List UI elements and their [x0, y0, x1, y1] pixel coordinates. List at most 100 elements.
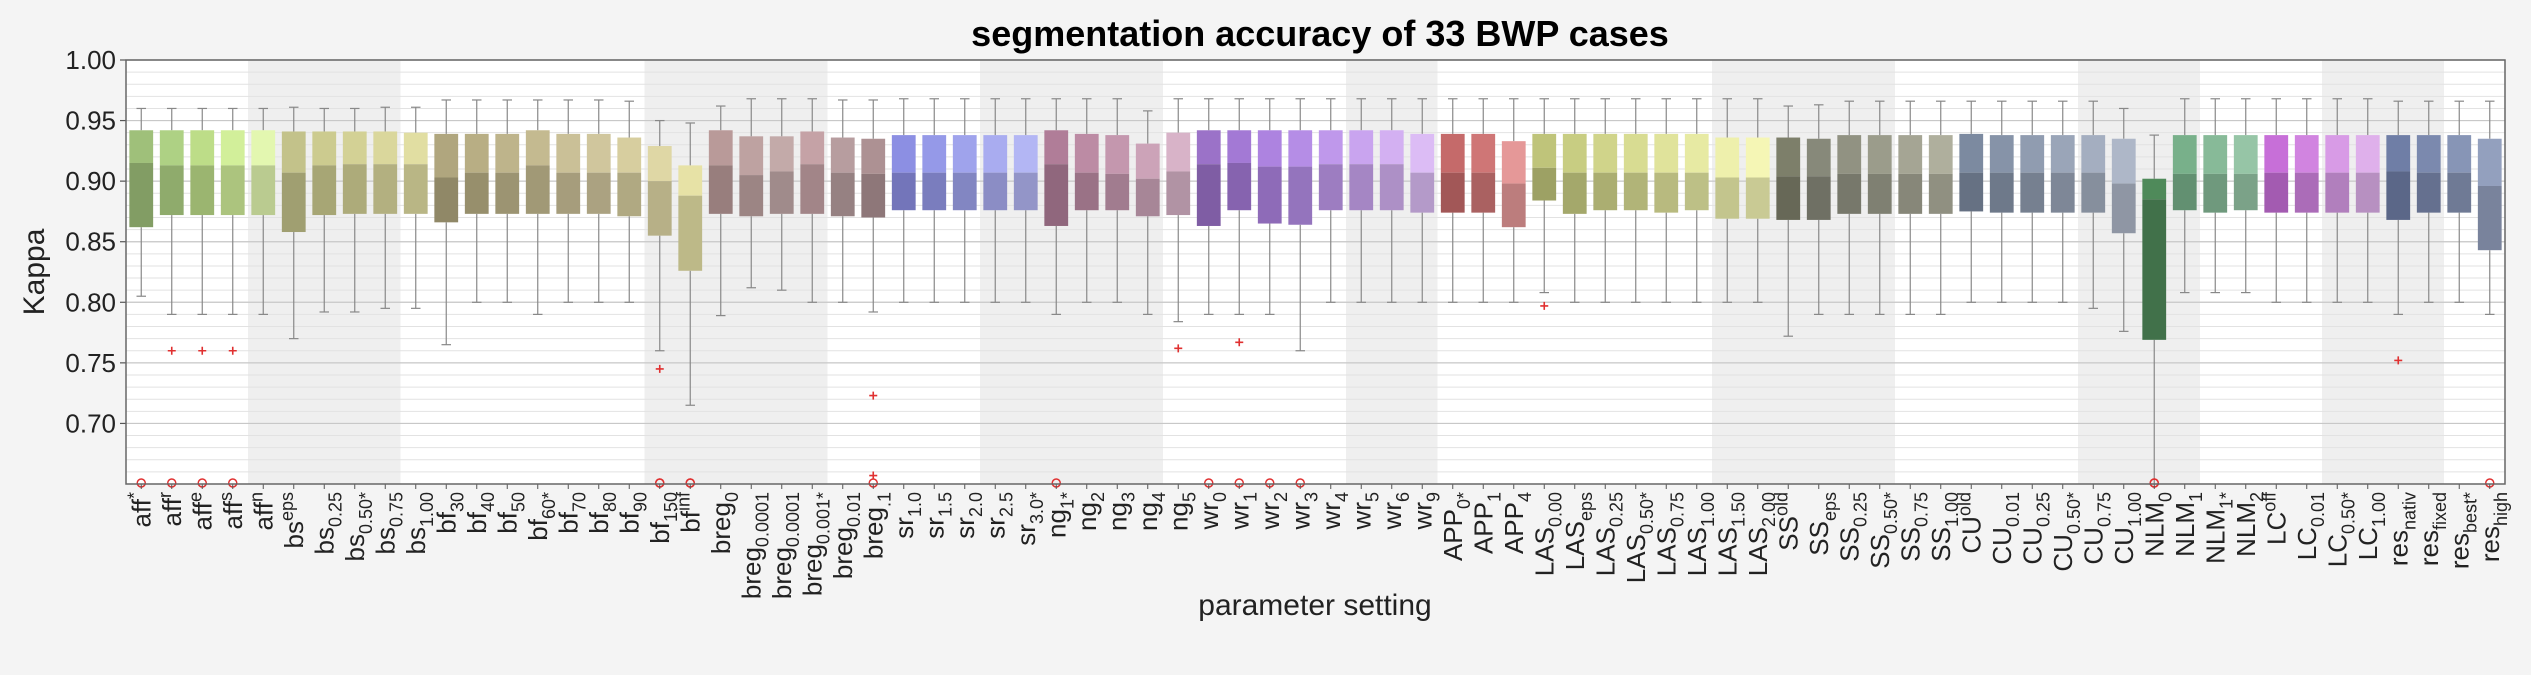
box-lower: [2081, 172, 2106, 213]
box-upper: [1044, 130, 1069, 165]
x-tick-label: LAS2.00: [1743, 492, 1779, 576]
x-tick-label: LCoff: [2259, 491, 2291, 545]
box-lower: [586, 172, 611, 214]
box-23: [830, 99, 855, 303]
box-lower: [1684, 172, 1709, 211]
box-upper: [1013, 135, 1038, 173]
outlier-marker: [1235, 338, 1244, 347]
box-11: [464, 99, 489, 303]
x-tick-label: bfinf: [673, 491, 705, 533]
box-49: [1623, 98, 1648, 303]
x-tick-label: LC1.00: [2353, 492, 2389, 560]
box-60: [1959, 100, 1984, 303]
x-tick-label: ng1*: [1041, 492, 1077, 538]
x-tick-label: SS0.75: [1895, 492, 1931, 562]
box-upper: [220, 130, 245, 166]
box-lower: [1013, 172, 1038, 211]
box-upper: [2447, 135, 2472, 173]
box-lower: [251, 165, 276, 216]
box-63: [2050, 100, 2075, 303]
x-tick-label: sr2.5: [980, 492, 1016, 539]
x-tick-label: bf60*: [523, 492, 559, 541]
box-lower: [830, 172, 855, 217]
box-upper: [739, 136, 764, 176]
box-lower: [983, 172, 1008, 211]
x-tick-label: bf30: [431, 492, 467, 534]
box-upper: [1928, 135, 1953, 174]
box-48: [1593, 98, 1618, 303]
x-tick-label: bs1.00: [401, 492, 437, 555]
box-77: [2477, 100, 2502, 315]
x-tick-label: aff*: [124, 492, 156, 527]
box-lower: [2416, 172, 2441, 213]
box-upper: [800, 131, 825, 165]
box-44: [1471, 98, 1496, 303]
box-40: [1349, 98, 1374, 303]
box-upper: [1562, 133, 1587, 173]
box-20: [739, 98, 764, 289]
x-tick-label: CU0.75: [2078, 492, 2114, 565]
box-lower: [1867, 173, 1892, 214]
x-tick-label: NLM0: [2139, 492, 2175, 557]
box-18: [678, 122, 703, 406]
x-tick-label: bf150: [645, 492, 681, 544]
x-tick-label: LAS0.75: [1651, 492, 1687, 576]
box-upper: [129, 130, 154, 163]
x-tick-label: LAS1.50: [1712, 492, 1748, 576]
box-lower: [1593, 172, 1618, 211]
box-lower: [1410, 172, 1435, 213]
x-tick-label: wr3: [1285, 492, 1321, 530]
y-tick-label: 0.70: [65, 408, 116, 438]
box-upper: [1135, 143, 1160, 179]
box-24: [861, 99, 886, 313]
box-lower: [464, 172, 489, 214]
box-lower: [1776, 176, 1801, 220]
box-upper: [1288, 130, 1313, 167]
outlier-marker: [2394, 356, 2403, 365]
box-6: [312, 107, 337, 313]
box-29: [1013, 98, 1038, 303]
box-lower: [647, 181, 672, 236]
box-upper: [1806, 138, 1831, 177]
box-27: [952, 98, 977, 303]
box-25: [891, 98, 916, 303]
x-tick-label: affs: [216, 492, 248, 529]
box-33: [1135, 110, 1160, 315]
box-lower: [678, 195, 703, 271]
box-lower: [1471, 172, 1496, 213]
box-75: [2416, 100, 2441, 303]
box-upper: [525, 130, 550, 166]
x-tick-label: affe: [185, 492, 217, 530]
box-upper: [1471, 133, 1496, 173]
x-tick-label: SS0.25: [1834, 492, 1870, 562]
x-tick-label: bf50: [492, 492, 528, 534]
y-tick-label: 1.00: [65, 45, 116, 75]
box-upper: [495, 133, 520, 173]
x-tick-label: resnativ: [2383, 492, 2419, 566]
x-tick-label: LC0.50*: [2322, 492, 2358, 567]
box-lower: [1288, 166, 1313, 225]
box-upper: [1105, 135, 1130, 174]
x-tick-label: breg0.0001: [767, 492, 803, 599]
box-55: [1806, 104, 1831, 315]
box-lower: [2325, 172, 2350, 213]
x-tick-label: LASeps: [1560, 492, 1596, 570]
box-upper: [2203, 135, 2228, 174]
group-band: [980, 60, 1163, 484]
box-upper: [922, 135, 947, 173]
box-lower: [2294, 172, 2319, 213]
box-lower: [952, 172, 977, 211]
box-5: [281, 106, 306, 340]
box-54: [1776, 105, 1801, 337]
box-lower: [373, 164, 398, 214]
x-tick-label: SSeps: [1804, 492, 1840, 556]
x-tick-label: LC0.01: [2292, 492, 2328, 560]
box-lower: [1257, 166, 1282, 224]
outlier-marker: [198, 346, 207, 355]
x-tick-label: wr6: [1377, 492, 1413, 530]
y-tick-label: 0.75: [65, 348, 116, 378]
box-lower: [2172, 173, 2197, 211]
x-tick-label: APP1: [1468, 492, 1504, 554]
box-36: [1227, 98, 1252, 315]
x-tick-label: breg0.0001: [736, 492, 772, 599]
